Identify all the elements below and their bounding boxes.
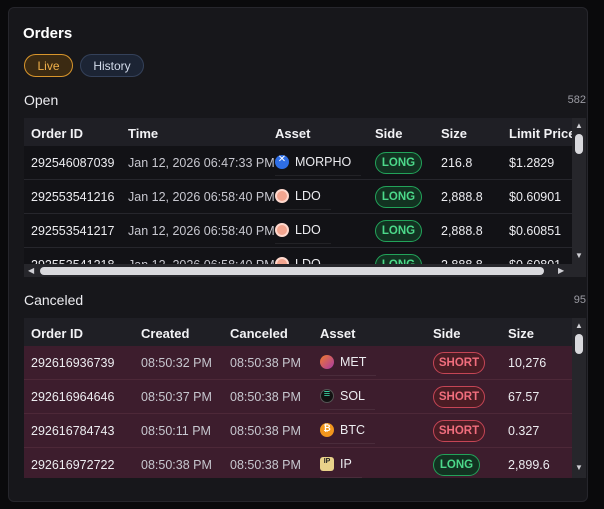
col-size[interactable]: Size	[441, 126, 468, 141]
order-id: 292546087039	[31, 156, 115, 170]
created-time: 08:50:32 PM	[141, 356, 212, 370]
order-time: Jan 12, 2026 06:58:40 PM	[128, 224, 275, 238]
col-order-id[interactable]: Order ID	[31, 326, 84, 341]
scroll-right-icon[interactable]: ▶	[558, 266, 565, 275]
scroll-up-icon[interactable]: ▲	[575, 321, 583, 330]
canceled-table-header: Order ID Created Canceled Asset Side Siz…	[24, 318, 586, 346]
canceled-vertical-scrollbar[interactable]: ▲ ▼	[572, 318, 586, 478]
table-row[interactable]: 292616964646 08:50:37 PM 08:50:38 PM SOL…	[24, 380, 586, 414]
order-size: 10,276	[508, 356, 547, 370]
btc-icon	[320, 422, 334, 437]
col-asset[interactable]: Asset	[320, 326, 356, 341]
asset-name: MORPHO	[295, 154, 352, 169]
order-size: 2,888.8	[441, 224, 483, 238]
side-badge: LONG	[375, 186, 422, 208]
scroll-down-icon[interactable]: ▼	[575, 251, 583, 260]
side-badge: LONG	[375, 152, 422, 174]
canceled-time: 08:50:38 PM	[230, 356, 301, 370]
order-size: 0.327	[508, 424, 540, 438]
order-id: 292616784743	[31, 424, 115, 438]
morpho-icon	[275, 154, 289, 169]
order-id: 292616964646	[31, 390, 115, 404]
order-size: 216.8	[441, 156, 473, 170]
open-count: 582	[567, 94, 586, 106]
order-time: Jan 12, 2026 06:58:40 PM	[128, 190, 275, 204]
table-row[interactable]: 292616784743 08:50:11 PM 08:50:38 PM BTC…	[24, 414, 586, 448]
created-time: 08:50:38 PM	[141, 458, 212, 472]
open-vertical-scrollbar[interactable]: ▲ ▼	[572, 118, 586, 264]
scroll-left-icon[interactable]: ◀	[28, 266, 35, 275]
ip-icon	[320, 456, 334, 471]
table-row[interactable]: 292553541216 Jan 12, 2026 06:58:40 PM LD…	[24, 180, 586, 214]
table-row[interactable]: 292616972722 08:50:38 PM 08:50:38 PM IP …	[24, 448, 586, 478]
limit-price: $0.60901	[509, 190, 562, 204]
open-orders-table: Order ID Time Asset Side Size Limit Pric…	[24, 118, 586, 277]
order-id: 292616936739	[31, 356, 115, 370]
scroll-down-icon[interactable]: ▼	[575, 463, 583, 472]
tab-live[interactable]: Live	[24, 54, 73, 77]
order-id: 292616972722	[31, 458, 115, 472]
scrollbar-thumb[interactable]	[575, 134, 583, 154]
col-size[interactable]: Size	[508, 326, 535, 341]
created-time: 08:50:37 PM	[141, 390, 212, 404]
canceled-section-label: Canceled	[24, 292, 84, 308]
table-row[interactable]: 292546087039 Jan 12, 2026 06:47:33 PM MO…	[24, 146, 586, 180]
asset-cell[interactable]: LDO	[275, 182, 331, 210]
col-time[interactable]: Time	[128, 126, 159, 141]
sol-icon	[320, 388, 334, 403]
asset-cell[interactable]: IP	[320, 450, 362, 478]
side-badge: SHORT	[433, 420, 485, 442]
canceled-time: 08:50:38 PM	[230, 390, 301, 404]
asset-cell[interactable]: LDO	[275, 216, 331, 244]
scrollbar-thumb[interactable]	[40, 267, 544, 275]
asset-cell[interactable]: SOL	[320, 382, 376, 410]
order-size: 2,888.8	[441, 190, 483, 204]
asset-name: LDO	[295, 188, 321, 203]
table-row[interactable]: 292616936739 08:50:32 PM 08:50:38 PM MET…	[24, 346, 586, 380]
limit-price: $1.2829	[509, 156, 555, 170]
order-id: 292553541217	[31, 224, 115, 238]
asset-name: BTC	[340, 422, 365, 437]
canceled-time: 08:50:38 PM	[230, 424, 301, 438]
asset-name: MET	[340, 354, 367, 369]
col-asset[interactable]: Asset	[275, 126, 311, 141]
asset-cell[interactable]: BTC	[320, 416, 375, 444]
side-badge: LONG	[375, 220, 422, 242]
canceled-orders-table: Order ID Created Canceled Asset Side Siz…	[24, 318, 586, 478]
col-side[interactable]: Side	[433, 326, 461, 341]
col-canceled[interactable]: Canceled	[230, 326, 288, 341]
created-time: 08:50:11 PM	[141, 424, 211, 438]
open-horizontal-scrollbar[interactable]: ◀ ▶	[24, 264, 586, 277]
asset-name: IP	[340, 456, 352, 471]
col-limit-price[interactable]: Limit Price	[509, 126, 576, 141]
canceled-count: 95	[573, 294, 586, 306]
open-table-header: Order ID Time Asset Side Size Limit Pric…	[24, 118, 586, 146]
order-id: 292553541216	[31, 190, 115, 204]
side-badge: SHORT	[433, 386, 485, 408]
scrollbar-thumb[interactable]	[575, 334, 583, 354]
asset-name: LDO	[295, 222, 321, 237]
col-order-id[interactable]: Order ID	[31, 126, 84, 141]
met-icon	[320, 354, 334, 369]
side-badge: LONG	[433, 454, 480, 476]
open-section-label: Open	[24, 92, 59, 108]
asset-cell[interactable]: MET	[320, 348, 377, 376]
col-created[interactable]: Created	[141, 326, 190, 341]
ldo-icon	[275, 188, 289, 203]
asset-name: SOL	[340, 388, 366, 403]
canceled-time: 08:50:38 PM	[230, 458, 301, 472]
table-row[interactable]: 292553541217 Jan 12, 2026 06:58:40 PM LD…	[24, 214, 586, 248]
col-side[interactable]: Side	[375, 126, 403, 141]
limit-price: $0.60851	[509, 224, 562, 238]
tab-history[interactable]: History	[80, 54, 144, 77]
scroll-up-icon[interactable]: ▲	[575, 121, 583, 130]
order-size: 67.57	[508, 390, 540, 404]
ldo-icon	[275, 222, 289, 237]
asset-cell[interactable]: MORPHO	[275, 148, 362, 176]
order-time: Jan 12, 2026 06:47:33 PM	[128, 156, 275, 170]
page-title: Orders	[23, 25, 73, 42]
side-badge: SHORT	[433, 352, 485, 374]
order-size: 2,899.6	[508, 458, 550, 472]
